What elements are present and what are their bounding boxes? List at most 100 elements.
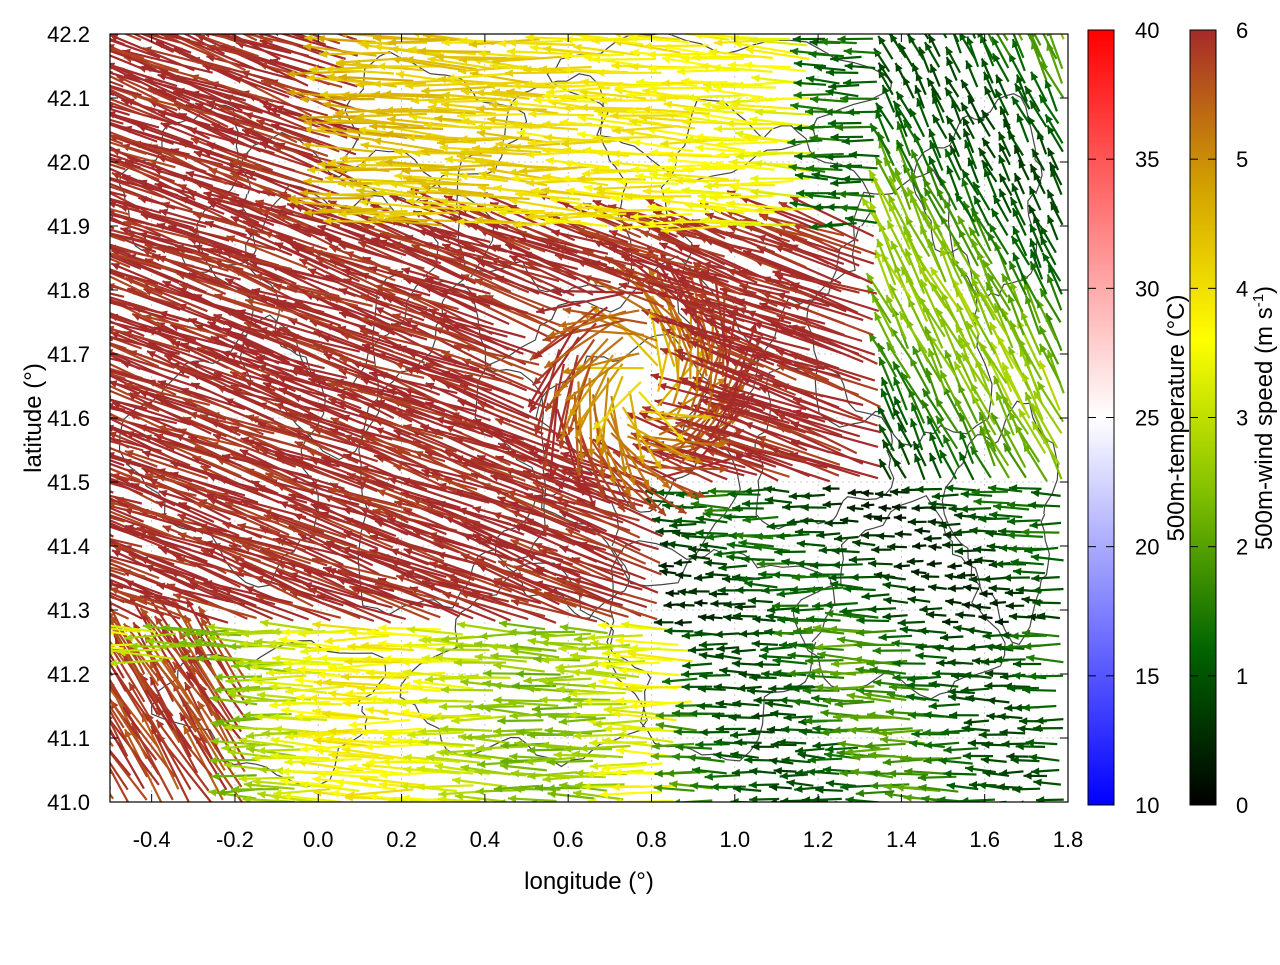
wind-arrow-shaft [404, 644, 464, 645]
wind-arrow-head [82, 581, 91, 588]
wind-arrow [42, 638, 108, 647]
wind-arrow-shaft [382, 762, 442, 763]
wind-arrow-shaft [689, 806, 727, 807]
wind-arrow-head [94, 732, 102, 741]
wind-arrow [222, 805, 275, 813]
wind-arrow-head [30, 573, 39, 580]
wind-arrow-head [79, 513, 88, 520]
wind-arrow-head [78, 527, 87, 534]
wind-arrow-head [47, 523, 56, 531]
wind-arrow-head [37, 557, 46, 564]
wind-arrow-head [96, 591, 105, 599]
wind-arrow-head [44, 564, 53, 571]
wind-arrow-head [59, 448, 68, 455]
wind-arrow-shaft [606, 805, 662, 808]
wind-arrow-shaft [561, 802, 611, 807]
wind-arrow-head [21, 549, 30, 557]
wind-arrow-head [42, 638, 50, 646]
wind-arrow-head [302, 804, 310, 812]
wind-arrow-shaft [283, 663, 343, 665]
wind-arrow [868, 802, 911, 810]
wind-arrow [709, 802, 746, 810]
wind-arrow-head [61, 650, 69, 659]
wind-arrow-head [74, 639, 82, 648]
wind-arrow-head [222, 805, 230, 813]
wind-arrow-head [68, 622, 77, 630]
wind-arrow-head [74, 398, 83, 406]
wind-arrow [632, 804, 693, 813]
wind-arrow-shaft [612, 786, 676, 788]
wind-arrow-head [75, 561, 84, 568]
wind-arrow-shaft [301, 759, 362, 760]
wind-arrow [606, 804, 662, 812]
wind-arrow-shaft [573, 735, 628, 736]
wind-arrow-head [79, 579, 88, 587]
wind-arrow-head [18, 529, 27, 537]
wind-arrow-head [25, 532, 34, 539]
wind-arrow [50, 629, 113, 637]
wind-arrow-head [85, 639, 93, 648]
wind-arrow-head [93, 504, 102, 511]
wind-arrow-head [41, 502, 50, 509]
wind-arrow-head [63, 631, 71, 640]
wind-arrow-shaft [239, 778, 295, 780]
wind-arrow-head [96, 574, 105, 581]
wind-arrow-shaft [1015, 803, 1044, 805]
wind-arrow-head [83, 623, 92, 631]
wind-arrow-head [32, 496, 41, 503]
wind-arrow-head [92, 512, 101, 519]
wind-arrow-head [102, 690, 110, 699]
wind-arrow-head [32, 483, 41, 490]
wind-arrow-shaft [419, 700, 474, 701]
wind-arrow-head [99, 627, 107, 636]
wind-arrow-head [22, 559, 31, 566]
wind-arrow-shaft [22, 560, 110, 589]
wind-arrow [32, 496, 114, 537]
wind-arrow-shaft [341, 677, 409, 678]
wind-arrow-head [89, 468, 98, 476]
wind-arrow-head [606, 804, 614, 812]
wind-arrow-head [49, 582, 58, 589]
wind-arrow-head [99, 711, 106, 720]
wind-arrow-head [57, 381, 66, 388]
wind-arrow-shaft [455, 677, 510, 678]
wind-arrow-head [62, 717, 70, 726]
wind-arrow-shaft [50, 633, 113, 634]
wind-arrow-head [24, 583, 33, 590]
wind-arrow-head [561, 802, 569, 810]
wind-arrow-head [58, 386, 67, 394]
wind-arrow-shaft [709, 806, 746, 807]
wind-arrow-head [94, 411, 103, 418]
wind-arrow-head [57, 499, 66, 506]
wind-arrow-head [90, 401, 99, 409]
wind-arrow-head [94, 420, 103, 427]
wind-arrow-head [709, 802, 717, 810]
wind-arrow-shaft [479, 804, 526, 805]
wind-arrow-head [79, 716, 87, 725]
wind-arrow-head [72, 501, 81, 508]
wind-arrow-head [92, 593, 100, 602]
wind-arrow-head [70, 448, 79, 455]
wind-arrow [857, 803, 896, 811]
wind-arrow-head [67, 570, 76, 577]
wind-arrow-head [95, 368, 104, 375]
wind-arrow-head [868, 802, 876, 810]
wind-arrow-shaft [343, 741, 407, 742]
wind-arrow-shaft [42, 642, 108, 647]
wind-arrow-shaft [828, 804, 862, 806]
wind-arrow-head [51, 384, 60, 391]
wind-arrow-shaft [529, 803, 576, 805]
wind-arrow-shaft [32, 496, 114, 537]
wind-arrow-shaft [343, 702, 408, 703]
wind-arrow-head [99, 621, 108, 629]
wind-arrow-head [76, 454, 85, 461]
wind-arrow-head [61, 518, 70, 525]
wind-arrow-head [57, 706, 65, 715]
wind-arrow-head [857, 803, 866, 811]
wind-arrow-head [632, 805, 641, 813]
wind-arrow-head [54, 439, 63, 447]
wind-arrow-head [91, 657, 99, 666]
wind-arrow-head [71, 495, 80, 503]
wind-arrow-shaft [302, 805, 361, 808]
